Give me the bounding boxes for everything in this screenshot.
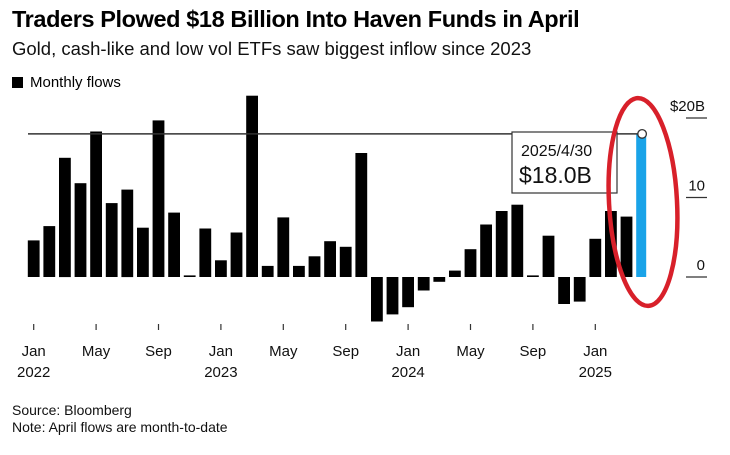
bar (183, 275, 196, 277)
bar (402, 277, 414, 308)
annotation-box: 2025/4/30 $18.0B (511, 131, 618, 194)
x-axis: Jan 2022 May Sep Jan 2023 May Sep Jan 2024 May Sep J… (17, 324, 612, 381)
x-tick-month: Jan (22, 343, 46, 360)
bar (230, 232, 243, 277)
bar (386, 277, 399, 315)
bar (199, 228, 212, 277)
x-tick-year: 2023 (204, 364, 237, 381)
bar (605, 211, 617, 277)
y-tick-label: 0 (697, 257, 705, 274)
bar (90, 131, 102, 277)
y-axis: $20B 10 0 (670, 98, 707, 278)
x-tick-month: May (269, 343, 298, 360)
x-tick-month: Sep (332, 343, 359, 360)
bar (152, 120, 165, 278)
x-tick-month: Jan (583, 343, 607, 360)
bar (527, 275, 539, 277)
bar (449, 270, 461, 277)
bar (417, 277, 430, 291)
x-tick-year: 2025 (579, 364, 612, 381)
annotation-value: $18.0B (519, 162, 592, 188)
footnote: Note: April flows are month-to-date (12, 419, 228, 435)
bar (137, 227, 149, 277)
bar (215, 260, 227, 277)
legend-swatch (12, 77, 23, 88)
x-tick-month: May (456, 343, 485, 360)
x-tick-month: Jan (209, 343, 233, 360)
chart-subtitle: Gold, cash-like and low vol ETFs saw big… (12, 38, 532, 59)
bar (433, 277, 446, 282)
bar (59, 157, 71, 278)
bar (464, 249, 477, 277)
bars-group (27, 95, 647, 322)
y-tick-label: 10 (688, 178, 705, 195)
annotation-rect (511, 131, 618, 194)
legend-label: Monthly flows (30, 74, 121, 91)
bar (168, 212, 180, 277)
footer: Source: Bloomberg Note: April flows are … (12, 402, 228, 436)
bar (43, 226, 56, 277)
annotation-date: 2025/4/30 (521, 143, 592, 160)
bar (27, 240, 40, 277)
bar (105, 203, 118, 277)
x-tick-month: May (82, 343, 111, 360)
bar (339, 246, 352, 277)
bar (620, 216, 633, 277)
bar (558, 277, 570, 304)
highlight-bar (636, 133, 647, 277)
x-tick-month: Sep (145, 343, 172, 360)
bar (589, 238, 602, 277)
bar (121, 189, 134, 278)
x-tick-year: 2024 (391, 364, 424, 381)
bar (371, 277, 383, 322)
chart-title: Traders Plowed $18 Billion Into Haven Fu… (12, 6, 580, 32)
bar (246, 95, 258, 277)
legend: Monthly flows (12, 74, 121, 91)
source-note: Source: Bloomberg (12, 402, 132, 418)
bar (355, 153, 368, 277)
highlight-marker (637, 128, 648, 139)
bar (542, 235, 555, 277)
x-tick-year: 2022 (17, 364, 50, 381)
y-tick-label: $20B (670, 98, 705, 115)
bar (573, 277, 586, 302)
x-tick-month: Sep (520, 343, 547, 360)
bar (293, 265, 305, 277)
bar (261, 265, 274, 277)
bar (480, 224, 492, 277)
bar (74, 183, 87, 277)
x-tick-month: Jan (396, 343, 420, 360)
bar (511, 204, 524, 277)
bar (277, 217, 290, 277)
bar (324, 241, 336, 277)
bar (308, 256, 321, 277)
red-circle-highlight (606, 95, 680, 309)
bar (495, 211, 508, 277)
